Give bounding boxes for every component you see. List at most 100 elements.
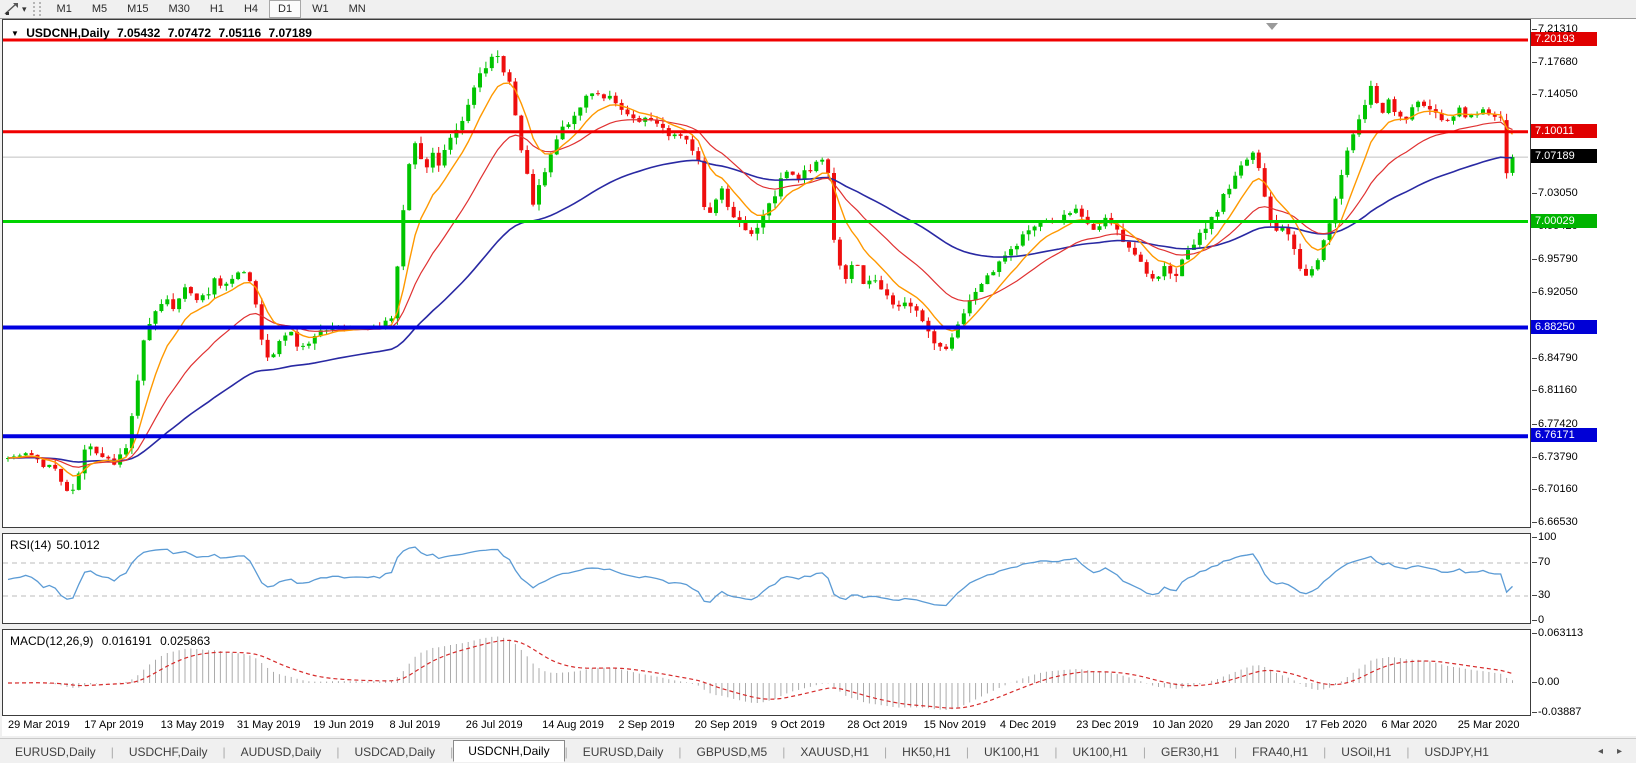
tab-separator: | xyxy=(782,744,786,759)
price-axis-label: 6.92050 xyxy=(1532,286,1578,299)
line-tool-icon[interactable] xyxy=(3,2,21,16)
date-label: 14 Aug 2019 xyxy=(542,719,604,731)
price-axis-label: 6.95790 xyxy=(1532,252,1578,265)
dropdown-caret-icon[interactable]: ▾ xyxy=(22,3,27,14)
price-axis-label: 6.66530 xyxy=(1532,516,1578,529)
timeframe-button-h1[interactable]: H1 xyxy=(209,3,224,15)
tab-scroll-left-icon[interactable]: ◂ xyxy=(1597,746,1603,757)
rsi-axis-label: 30 xyxy=(1531,589,1551,601)
timeframe-button-w1[interactable]: W1 xyxy=(312,3,329,15)
tab-usdcad-daily[interactable]: USDCAD,Daily xyxy=(354,744,436,759)
chart-title: ▼ USDCNH,Daily 7.05432 7.07472 7.05116 7… xyxy=(11,26,316,40)
tab-separator: | xyxy=(450,744,454,759)
tab-separator: | xyxy=(110,744,114,759)
timeframe-button-m30[interactable]: M30 xyxy=(168,3,190,15)
ohlc-close: 7.07189 xyxy=(268,26,312,40)
price-chart-canvas[interactable] xyxy=(3,20,1528,525)
price-marker-7.20193: 7.20193 xyxy=(1531,32,1597,47)
price-marker-7.10011: 7.10011 xyxy=(1531,123,1597,138)
tab-separator: | xyxy=(884,744,888,759)
timeframe-button-m15[interactable]: M15 xyxy=(127,3,149,15)
date-label: 20 Sep 2019 xyxy=(694,719,758,731)
tab-separator: | xyxy=(678,744,682,759)
price-axis[interactable]: 7.213107.176807.140507.030506.994206.957… xyxy=(1531,19,1636,718)
timeframe-button-m1[interactable]: M1 xyxy=(56,3,72,15)
tab-usoil-h1[interactable]: USOil,H1 xyxy=(1341,744,1392,759)
rsi-label: RSI(14) 50.1012 xyxy=(10,538,100,552)
tab-usdjpy-h1[interactable]: USDJPY,H1 xyxy=(1424,744,1489,759)
price-marker-6.88250: 6.88250 xyxy=(1531,319,1597,334)
tab-usdcnh-daily[interactable]: USDCNH,Daily xyxy=(453,739,565,762)
tab-hk50-h1[interactable]: HK50,H1 xyxy=(902,744,951,759)
tab-separator: | xyxy=(222,744,226,759)
macd-canvas[interactable] xyxy=(3,630,1528,713)
tab-separator: | xyxy=(965,744,969,759)
price-axis-label: 7.14050 xyxy=(1532,88,1578,101)
rsi-axis-label: 0 xyxy=(1531,613,1545,626)
date-label: 13 May 2019 xyxy=(160,719,225,731)
rsi-axis-label: 70 xyxy=(1531,556,1551,568)
date-label: 29 Mar 2019 xyxy=(8,719,70,731)
tab-audusd-daily[interactable]: AUDUSD,Daily xyxy=(240,744,322,759)
price-axis-label: 6.73790 xyxy=(1532,450,1578,463)
chart-symbol: USDCNH,Daily xyxy=(26,26,110,40)
price-axis-label: 6.84790 xyxy=(1532,351,1578,364)
tab-eurusd-daily[interactable]: EURUSD,Daily xyxy=(15,744,96,759)
tab-separator: | xyxy=(1323,744,1327,759)
date-label: 6 Mar 2020 xyxy=(1381,719,1438,731)
price-axis-label: 6.81160 xyxy=(1532,384,1577,397)
price-axis-label: 6.77420 xyxy=(1532,418,1578,430)
date-label: 19 Jun 2019 xyxy=(313,719,374,731)
ohlc-open: 7.05432 xyxy=(116,26,161,40)
tab-separator: | xyxy=(336,744,340,759)
rsi-panel: RSI(14) 50.1012 xyxy=(2,533,1531,624)
tab-separator: | xyxy=(1234,744,1238,759)
price-axis-label: 7.17680 xyxy=(1532,55,1578,68)
timeframe-button-d1[interactable]: D1 xyxy=(269,0,302,18)
tab-uk100-h1[interactable]: UK100,H1 xyxy=(983,744,1040,759)
date-label: 28 Oct 2019 xyxy=(847,719,908,731)
date-label: 10 Jan 2020 xyxy=(1152,719,1214,731)
price-marker-6.76171: 6.76171 xyxy=(1531,428,1597,443)
price-marker-7.00029: 7.00029 xyxy=(1531,213,1597,228)
price-axis-label: 7.03050 xyxy=(1532,187,1578,200)
price-chart-panel: ▼ USDCNH,Daily 7.05432 7.07472 7.05116 7… xyxy=(2,19,1531,528)
timeframe-buttons: M1 M5 M15 M30 H1 H4 D1 W1 MN xyxy=(47,0,376,18)
tab-fra40-h1[interactable]: FRA40,H1 xyxy=(1252,744,1309,759)
tab-scroll-right-icon[interactable]: ▸ xyxy=(1616,746,1622,757)
date-label: 17 Apr 2019 xyxy=(84,719,144,731)
date-label: 4 Dec 2019 xyxy=(999,719,1057,731)
tab-xauusd-h1[interactable]: XAUUSD,H1 xyxy=(800,744,870,759)
ohlc-high: 7.07472 xyxy=(167,26,212,40)
tab-ger30-h1[interactable]: GER30,H1 xyxy=(1160,744,1220,759)
rsi-canvas[interactable] xyxy=(3,534,1528,621)
macd-axis-label: 0.00 xyxy=(1531,676,1560,688)
macd-panel: MACD(12,26,9) 0.016191 0.025863 xyxy=(2,629,1531,716)
rsi-axis-label: 100 xyxy=(1531,531,1557,544)
toolbar-grip-icon xyxy=(32,2,41,16)
tab-separator: | xyxy=(1406,744,1410,759)
tab-usdchf-daily[interactable]: USDCHF,Daily xyxy=(128,744,208,759)
price-marker-7.07189: 7.07189 xyxy=(1531,149,1597,164)
ohlc-low: 7.05116 xyxy=(218,26,262,40)
timeframe-button-h4[interactable]: H4 xyxy=(243,3,259,15)
tab-separator: | xyxy=(564,744,568,759)
chart-tab-bar: EURUSD,Daily | USDCHF,Daily | AUDUSD,Daily | U… xyxy=(0,738,1636,763)
price-axis-label: 7.21310 xyxy=(1532,23,1578,35)
tab-separator: | xyxy=(1054,744,1058,759)
date-label: 29 Jan 2020 xyxy=(1228,719,1290,731)
date-axis[interactable]: 29 Mar 2019 17 Apr 2019 13 May 2019 31 May … xyxy=(2,716,1636,736)
tab-gbpusd-m5[interactable]: GBPUSD,M5 xyxy=(696,744,768,759)
timeframe-toolbar: ▾ M1 M5 M15 M30 H1 H4 D1 W1 MN xyxy=(0,0,1636,19)
date-label: 25 Mar 2020 xyxy=(1457,719,1520,731)
tab-separator: | xyxy=(1142,744,1146,759)
macd-label: MACD(12,26,9) 0.016191 0.025863 xyxy=(10,634,211,648)
collapse-arrow-icon[interactable]: ▼ xyxy=(11,29,19,38)
timeframe-button-mn[interactable]: MN xyxy=(348,3,366,15)
date-label: 9 Oct 2019 xyxy=(771,719,825,731)
tab-eurusd-daily[interactable]: EURUSD,Daily xyxy=(582,744,664,759)
timeframe-button-m5[interactable]: M5 xyxy=(91,3,108,15)
date-label: 2 Sep 2019 xyxy=(618,719,675,731)
tab-uk100-h1[interactable]: UK100,H1 xyxy=(1072,744,1128,759)
